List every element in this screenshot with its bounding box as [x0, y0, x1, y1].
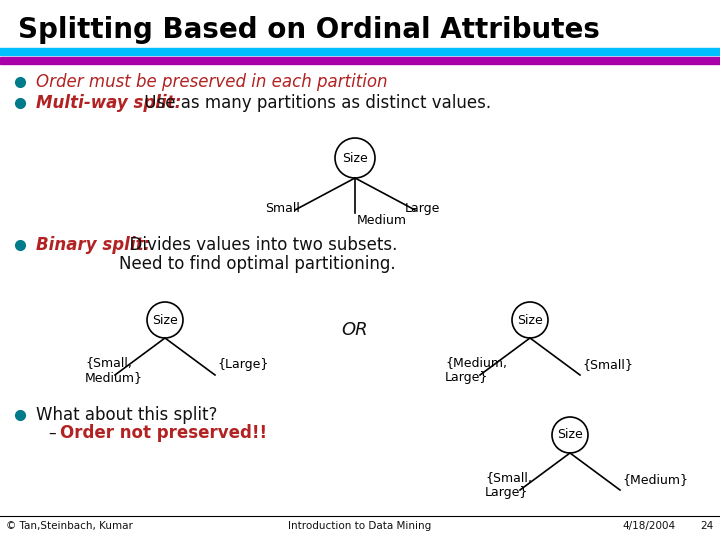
- Text: Binary split:: Binary split:: [36, 236, 150, 254]
- Text: {Large}: {Large}: [217, 358, 269, 371]
- Text: Use as many partitions as distinct values.: Use as many partitions as distinct value…: [139, 94, 491, 112]
- Text: Introduction to Data Mining: Introduction to Data Mining: [289, 521, 431, 531]
- Text: Small: Small: [265, 202, 300, 215]
- Text: Divides values into two subsets.: Divides values into two subsets.: [119, 236, 397, 254]
- Text: Splitting Based on Ordinal Attributes: Splitting Based on Ordinal Attributes: [18, 16, 600, 44]
- Text: {Medium,
Large}: {Medium, Large}: [445, 356, 507, 384]
- Text: {Small,
Medium}: {Small, Medium}: [85, 356, 143, 384]
- Text: Order must be preserved in each partition: Order must be preserved in each partitio…: [36, 73, 387, 91]
- Text: Size: Size: [152, 314, 178, 327]
- Text: Medium: Medium: [357, 214, 407, 227]
- Text: Order not preserved!!: Order not preserved!!: [60, 424, 267, 442]
- Text: Size: Size: [342, 152, 368, 165]
- Text: Size: Size: [517, 314, 543, 327]
- Text: 4/18/2004: 4/18/2004: [622, 521, 675, 531]
- Text: © Tan,Steinbach, Kumar: © Tan,Steinbach, Kumar: [6, 521, 133, 531]
- Text: Size: Size: [557, 429, 583, 442]
- Text: Need to find optimal partitioning.: Need to find optimal partitioning.: [119, 255, 395, 273]
- Text: {Small,
Large}: {Small, Large}: [485, 471, 532, 499]
- Text: {Small}: {Small}: [582, 358, 633, 371]
- Text: –: –: [48, 426, 55, 441]
- Text: 24: 24: [700, 521, 714, 531]
- Bar: [0, 57, 720, 64]
- Text: Large: Large: [405, 202, 441, 215]
- Text: What about this split?: What about this split?: [36, 406, 217, 424]
- Text: {Medium}: {Medium}: [622, 473, 688, 486]
- Text: OR: OR: [342, 321, 369, 339]
- Text: Multi-way split:: Multi-way split:: [36, 94, 181, 112]
- Bar: [0, 48, 720, 55]
